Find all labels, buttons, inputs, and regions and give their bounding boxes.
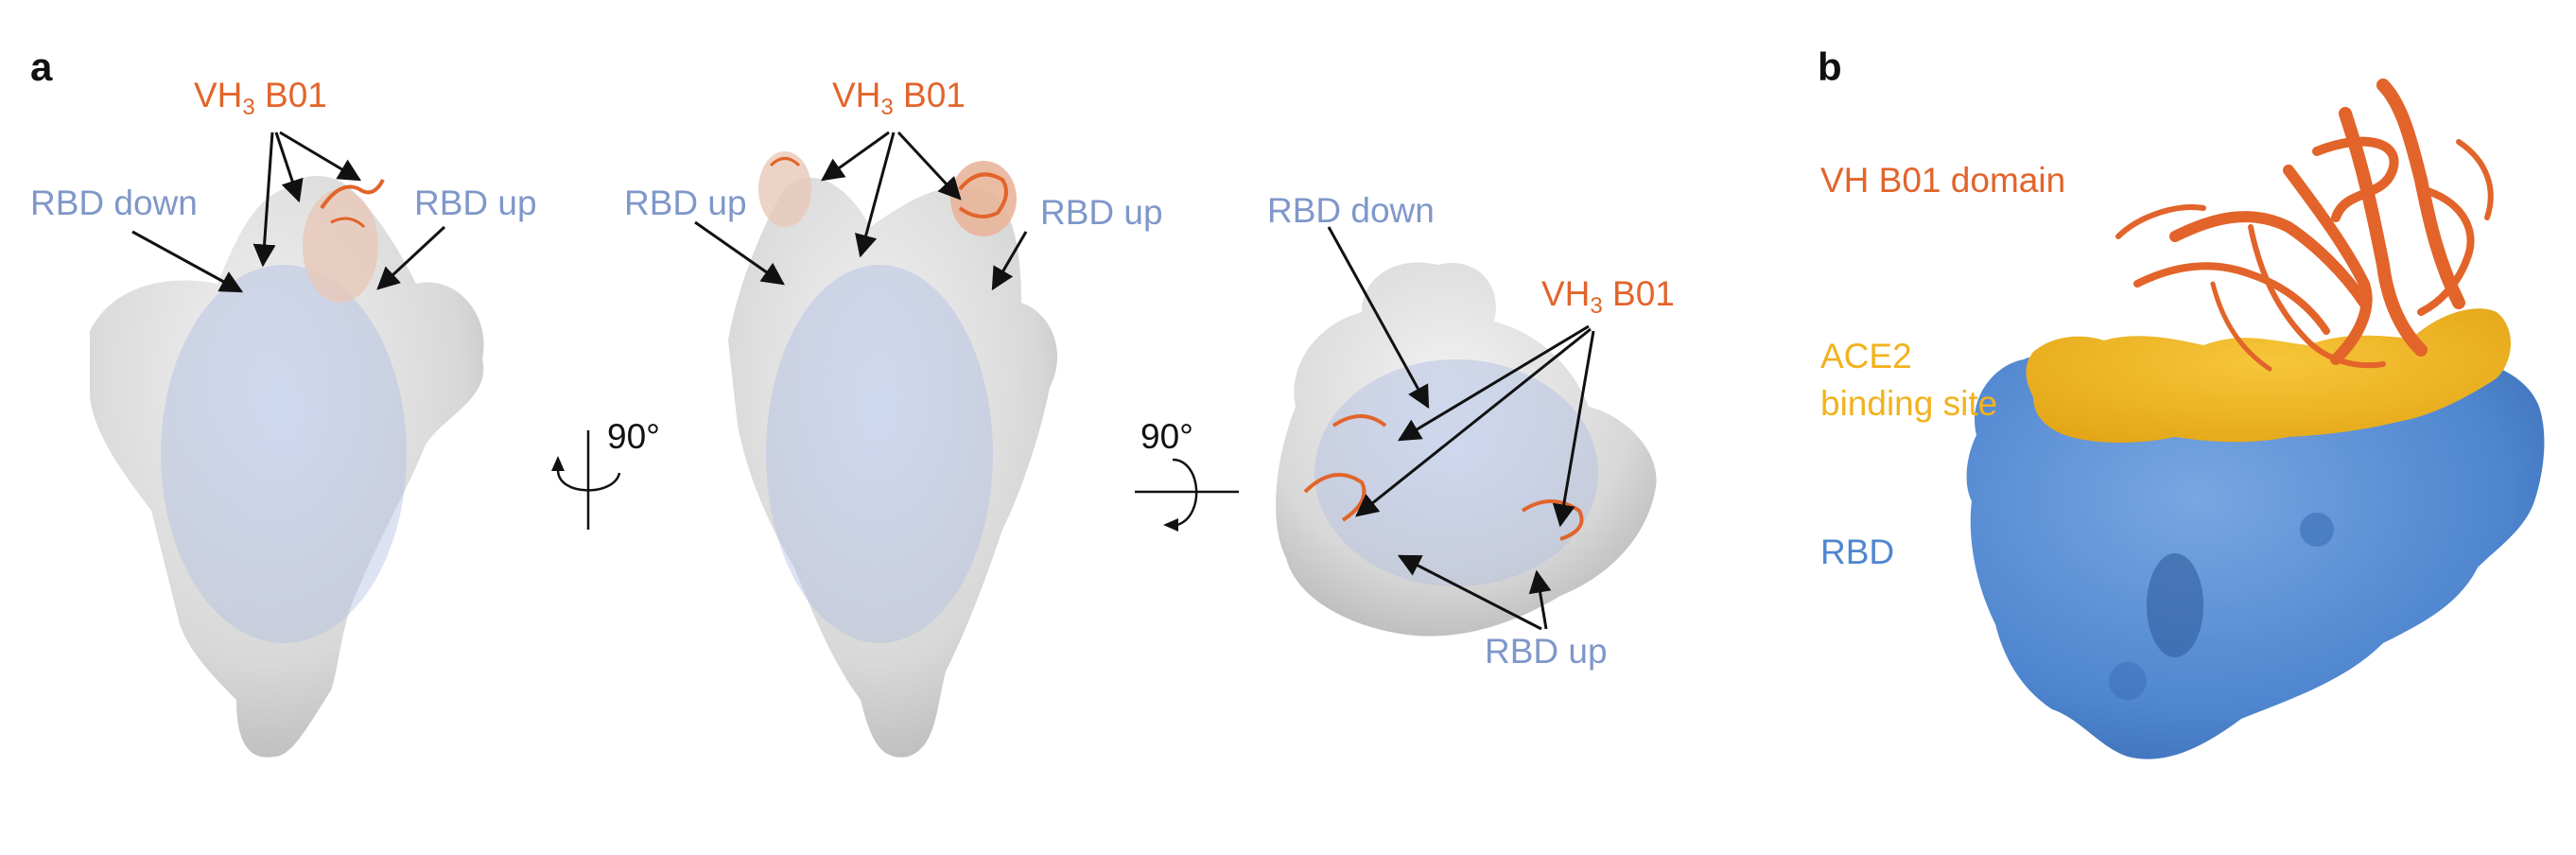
vh3-b01-label-view-1-subscript: 3	[242, 95, 255, 120]
rotation-label-2: 90°	[1140, 417, 1193, 456]
vh3-b01-label-view-3-subscript: 3	[1590, 293, 1603, 319]
rbd-up-label-view-3: RBD up	[1485, 632, 1608, 671]
vh-b01-domain-label: VH B01 domain	[1820, 161, 2066, 200]
rbd-label-panel-b: RBD	[1820, 532, 1895, 571]
rbd-surface-structure	[1966, 308, 2545, 759]
rbd-down-label-view-3: RBD down	[1267, 191, 1435, 230]
rotation-symbol-vertical-axis	[551, 430, 621, 530]
vh3-b01-label-view-3: VH3 B01	[1541, 274, 1675, 318]
vh-b01-ribbon-structure	[2115, 79, 2494, 372]
arrows-view-3	[1327, 226, 1595, 631]
vh3-b01-label-view-3-suffix: B01	[1602, 274, 1675, 313]
ace2-label-line-2: binding site	[1820, 384, 1998, 423]
rbd-down-label-view-1: RBD down	[30, 183, 198, 222]
ace2-label-line-1: ACE2	[1820, 337, 1912, 375]
spike-map-top-view	[1276, 262, 1657, 637]
rbd-up-label-view-1: RBD up	[414, 183, 537, 222]
panel-b-letter: b	[1818, 44, 1842, 89]
arrows-view-2	[694, 131, 1028, 291]
rotation-symbol-horizontal-axis	[1135, 458, 1239, 532]
vh3-b01-label-view-2-suffix: B01	[893, 76, 966, 114]
spike-map-side-view-2	[728, 151, 1058, 758]
vh3-b01-label-view-1: VH3 B01	[194, 76, 327, 119]
vh3-b01-label-view-1-main: VH	[194, 76, 243, 114]
panel-a-letter: a	[30, 44, 53, 89]
rotation-label-1: 90°	[607, 417, 660, 456]
vh3-b01-label-view-2: VH3 B01	[832, 76, 966, 119]
vh3-b01-label-view-2-main: VH	[832, 76, 881, 114]
vh3-b01-label-view-1-suffix: B01	[254, 76, 327, 114]
vh3-b01-label-view-3-main: VH	[1541, 274, 1591, 313]
vh3-b01-label-view-2-subscript: 3	[880, 95, 894, 120]
spike-map-side-view-1	[90, 176, 484, 758]
rbd-up-left-label-view-2: RBD up	[624, 183, 747, 222]
arrows-view-1	[131, 131, 446, 293]
rbd-up-right-label-view-2: RBD up	[1040, 193, 1163, 232]
